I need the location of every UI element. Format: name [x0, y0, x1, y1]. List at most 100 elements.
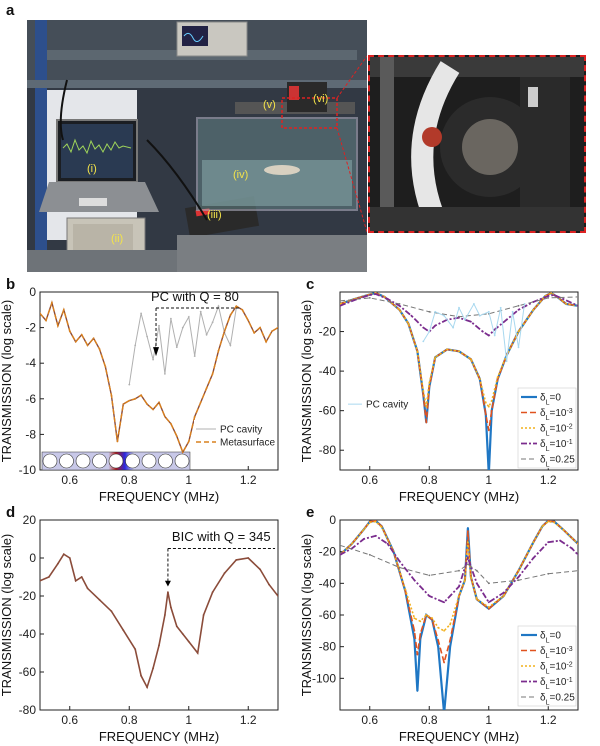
series-point-b-0-12 [199, 310, 202, 313]
series-point-c-5-7 [473, 303, 475, 305]
photo-label-vi: (vi) [313, 93, 328, 105]
series-point-c-2-8 [422, 390, 425, 392]
x-axis-label-d: FREQUENCY (MHz) [99, 729, 219, 744]
panel-letter-e: e [306, 504, 315, 521]
series-point-b-1-30 [217, 349, 220, 352]
inset-hole-6 [141, 453, 157, 469]
series-line-b-1 [40, 300, 278, 454]
series-point-c-3-9 [434, 324, 437, 327]
series-point-e-3-14 [517, 576, 520, 578]
legend-label-b-1: Metasurface [220, 438, 275, 449]
inset-hole-2 [75, 453, 91, 469]
y-tick-label-b-5: -10 [19, 463, 37, 477]
series-point-c-3-3 [374, 293, 377, 295]
series-point-e-2-25 [547, 520, 550, 523]
series-point-c-3-21 [562, 298, 564, 300]
series-point-b-1-11 [104, 365, 107, 368]
x-tick-label-c-3: 1.2 [540, 473, 557, 487]
series-point-d-0-20 [181, 633, 184, 635]
y-tick-label-c-1: -40 [319, 364, 337, 378]
series-point-c-2-12 [446, 348, 448, 351]
series-point-e-2-2 [362, 528, 365, 531]
chart-b: 0.6 0.8 1 1.2 0 -2 -4 -6 -8 -10 FREQUENCY (MHz) TRA… [0, 278, 300, 506]
series-point-c-3-22 [577, 304, 578, 307]
series-point-e-2-1 [351, 542, 353, 545]
series-point-e-1-21 [487, 607, 490, 610]
series-point-e-2-20 [487, 606, 490, 608]
legend-label-c-1: δL=10-3 [540, 408, 573, 422]
photo-label-v: (v) [263, 99, 276, 111]
series-point-e-4-10 [577, 569, 578, 572]
series-point-c-3-14 [487, 334, 490, 337]
series-point-d-0-5 [74, 579, 77, 582]
series-line-e-4 [340, 544, 578, 584]
series-point-e-1-10 [419, 633, 422, 635]
series-point-b-1-19 [152, 408, 155, 411]
x-tick-label-b-0: 0.6 [61, 473, 78, 487]
series-point-d-0-21 [187, 640, 190, 643]
legend-label-b-0: PC cavity [220, 425, 262, 436]
series-point-b-1-4 [62, 308, 65, 311]
series-point-c-5-3 [443, 314, 445, 317]
series-point-e-4-7 [487, 582, 490, 585]
series-point-c-5-9 [487, 310, 490, 313]
series-point-e-3-12 [487, 601, 490, 604]
x-axis-label-c: FREQUENCY (MHz) [399, 489, 519, 504]
series-point-b-0-5 [158, 324, 160, 327]
legend-label-e-2: δL=10-2 [540, 661, 573, 675]
series-point-e-2-23 [532, 541, 535, 544]
series-point-b-1-36 [253, 332, 256, 334]
series-point-e-2-9 [419, 620, 422, 623]
series-point-c-4-3 [428, 310, 431, 313]
series-point-b-1-14 [122, 403, 125, 405]
y-tick-label-d-1: 0 [29, 551, 36, 565]
series-point-d-0-19 [175, 625, 178, 628]
series-point-c-2-5 [398, 308, 401, 311]
chart-c-svg: 0.6 0.8 1 1.2 -20 -40 -60 -80 FREQUENCY (MHz) TRA… [300, 291, 579, 504]
series-point-c-3-17 [517, 308, 520, 311]
y-axis-label-c: TRANSMISSION (log scale) [300, 300, 314, 463]
series-point-e-2-12 [437, 626, 440, 629]
series-point-d-0-7 [86, 587, 89, 590]
y-tick-label-b-1: -2 [25, 321, 36, 335]
series-point-c-2-7 [416, 350, 419, 353]
series-point-c-3-6 [410, 314, 413, 317]
chart-c: 0.6 0.8 1 1.2 -20 -40 -60 -80 FREQUENCY (MHz) TRA… [300, 278, 600, 506]
series-point-e-3-9 [458, 585, 460, 588]
series-point-c-3-13 [481, 330, 484, 333]
series-point-b-0-8 [175, 346, 178, 349]
annotation-arrowhead-d [164, 580, 171, 587]
series-point-e-4-9 [547, 572, 550, 575]
series-point-b-1-39 [271, 330, 273, 333]
series-point-b-0-13 [205, 333, 208, 336]
series-point-e-1-15 [449, 639, 451, 642]
series-point-e-0-18 [467, 527, 469, 529]
series-point-d-0-10 [122, 629, 125, 632]
chart-e: 0.6 0.8 1 1.2 0 -20 -40 -60 -80 -100 FREQUENCY (MH… [300, 506, 600, 744]
x-tick-label-b-3: 1.2 [240, 473, 257, 487]
series-point-e-1-12 [431, 618, 434, 621]
photo-label-iii: (iii) [207, 209, 222, 221]
series-point-c-2-21 [517, 330, 520, 333]
y-tick-label-e-4: -80 [319, 640, 337, 654]
series-point-c-2-13 [458, 350, 460, 353]
legend-label-c-4: δL=0.25 [540, 455, 575, 469]
series-point-b-1-8 [86, 344, 89, 347]
legend-label-c-2: δL=10-2 [540, 423, 573, 437]
y-tick-label-b-0: 0 [29, 285, 36, 299]
series-point-e-2-24 [541, 525, 544, 528]
series-point-b-1-15 [128, 399, 131, 402]
series-point-e-4-0 [340, 544, 341, 547]
series-point-e-2-3 [368, 521, 371, 524]
series-point-e-0-14 [443, 712, 445, 714]
legend-label-e-3: δL=10-1 [540, 677, 573, 691]
y-tick-label-e-2: -40 [319, 576, 337, 590]
series-point-b-1-2 [51, 301, 53, 304]
series-point-d-0-23 [202, 614, 205, 616]
x-tick-label-c-0: 0.6 [361, 473, 378, 487]
series-point-c-2-6 [407, 322, 410, 325]
series-point-c-3-19 [547, 295, 550, 297]
series-point-c-3-7 [422, 326, 425, 329]
series-point-c-3-5 [398, 304, 401, 307]
series-point-c-4-8 [577, 296, 578, 298]
